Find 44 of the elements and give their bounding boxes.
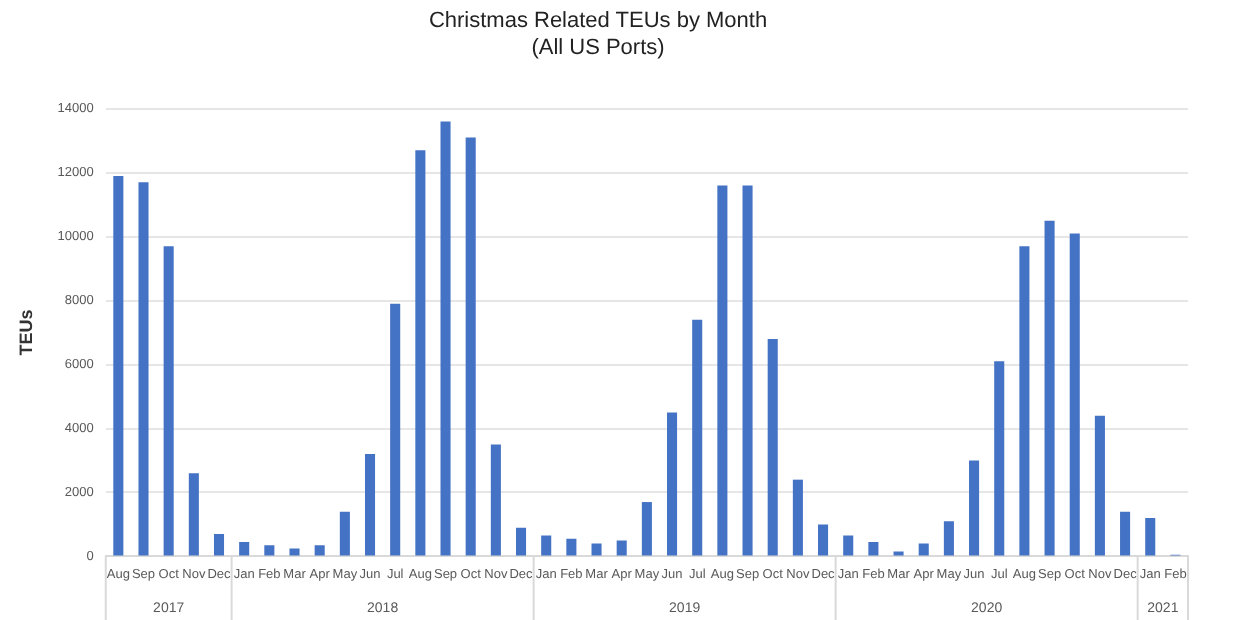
bar	[1044, 220, 1055, 556]
bar	[767, 338, 778, 556]
bar	[742, 185, 753, 556]
bar	[138, 182, 149, 556]
bar	[843, 535, 854, 556]
bar	[339, 511, 350, 556]
bar	[465, 137, 476, 556]
bar	[1120, 511, 1131, 556]
bar	[390, 303, 401, 556]
bar	[667, 412, 678, 556]
bar	[364, 454, 376, 556]
bar	[239, 542, 250, 556]
bar	[591, 543, 602, 556]
bar	[490, 444, 501, 556]
bar	[994, 361, 1005, 556]
bar	[1019, 246, 1030, 556]
bar	[616, 540, 627, 556]
bar	[289, 548, 300, 556]
bar	[641, 502, 652, 556]
bar	[113, 175, 124, 556]
bar	[415, 150, 426, 556]
bar	[692, 319, 703, 556]
bar	[541, 535, 552, 556]
bar	[818, 524, 829, 556]
bar	[717, 185, 728, 556]
bar	[1145, 518, 1156, 556]
bar	[516, 527, 527, 556]
bar	[440, 121, 451, 556]
bar	[188, 473, 199, 556]
bar	[314, 545, 325, 556]
bar	[943, 521, 954, 556]
bar	[969, 460, 980, 556]
chart-subtitle: (All US Ports)	[531, 35, 665, 60]
bar	[1069, 233, 1080, 556]
bar	[918, 543, 929, 556]
bar	[566, 538, 577, 556]
bar	[868, 542, 879, 556]
bar	[792, 479, 803, 556]
bar	[163, 246, 174, 556]
bar	[213, 534, 225, 556]
bar	[1094, 415, 1105, 556]
chart-title: Christmas Related TEUs by Month	[428, 9, 768, 34]
bar	[264, 545, 275, 556]
y-axis-title: TEUs	[15, 309, 36, 356]
